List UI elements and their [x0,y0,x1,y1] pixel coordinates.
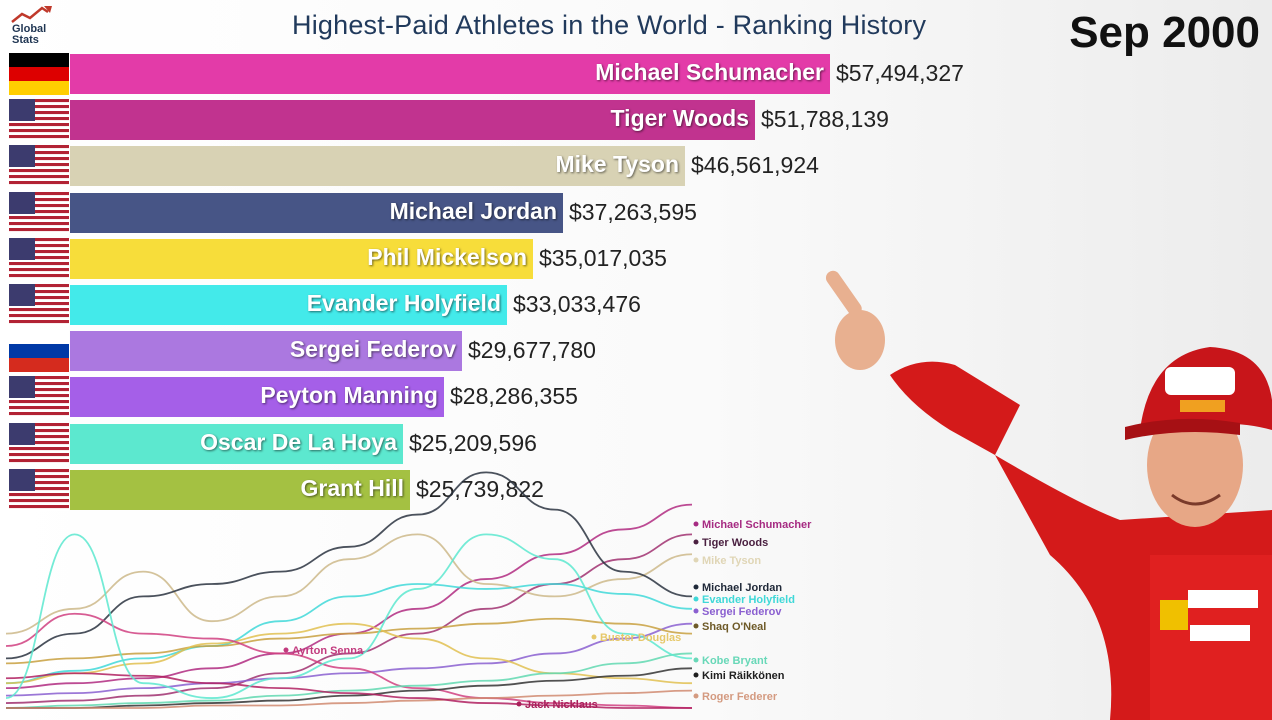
athlete-photo [825,270,1272,720]
history-line-label: Michael Jordan [702,582,782,594]
trend-arrow-icon [11,6,52,23]
bar-2: Tiger Woods [70,100,755,141]
history-endpoint-dot [591,634,597,640]
bar-value-label: $46,561,924 [691,152,819,179]
cap-logo [1165,367,1235,395]
history-line [5,612,693,709]
history-line-label: Jack Nicklaus [525,699,598,711]
bar-label: Peyton Manning [260,382,438,409]
history-line [5,533,693,699]
bar-value-label: $28,286,355 [450,383,578,410]
history-endpoint-dot [693,596,699,602]
history-line [5,667,693,709]
chart-title: Highest-Paid Athletes in the World - Ran… [292,10,927,40]
bar-4: Michael Jordan [70,192,563,233]
bar-value-label: $33,033,476 [513,291,641,317]
flag-usa-icon [9,191,69,234]
cap-badge [1180,400,1225,412]
raised-arm [890,361,1020,455]
flag-usa-icon [9,284,69,326]
history-endpoint-dot [516,701,522,707]
bar-value-label: $29,677,780 [468,337,596,364]
logo-text: Global Stats [12,24,46,46]
bar-label: Phil Mickelson [367,243,527,270]
history-line-label: Buster Douglas [600,632,681,644]
bar-1: Michael Schumacher [70,54,830,94]
bar-value-label: $37,263,595 [569,198,697,225]
bar-value-label: $35,017,035 [539,244,667,271]
cap-brim [1125,418,1240,440]
history-line [5,652,693,709]
bar-5: Phil Mickelson [70,238,533,279]
history-endpoint-dot [283,647,289,653]
bar-label: Sergei Federov [289,336,456,363]
bar-3: Mike Tyson [70,146,685,187]
history-line [5,471,693,660]
logo-line-1: Global [12,23,47,35]
history-endpoint-dot [693,608,699,614]
history-line [5,689,693,709]
history-endpoint-dot [693,539,699,545]
history-line [5,583,693,685]
history-line-label: Kimi Räikkönen [702,670,785,682]
smile [1171,493,1221,506]
history-line [5,533,693,704]
flag-germany-icon [9,53,69,95]
hand [835,310,885,370]
history-line-label: Tiger Woods [702,537,768,549]
history-endpoint-dot [693,557,699,563]
logo-line-2: Stats [12,34,39,46]
history-line-label: Roger Federer [702,691,778,703]
sponsor-patch-1 [1188,590,1258,608]
history-line-label: Evander Holyfield [702,594,795,606]
bar-7: Sergei Federov [70,331,462,372]
bar-label: Mike Tyson [555,151,679,178]
pointing-finger [825,270,862,316]
bar-label: Michael Jordan [389,197,557,224]
history-line [5,622,693,697]
flag-usa-icon [9,145,69,188]
history-line-label: Kobe Bryant [702,655,768,667]
bar-label: Tiger Woods [610,105,749,132]
global-stats-logo: Global Stats [8,4,60,48]
history-endpoint-dot [693,672,699,678]
bar-6: Evander Holyfield [70,285,507,325]
flag-usa-icon [9,237,69,280]
history-endpoint-dot [693,584,699,590]
history-line [5,672,692,709]
history-endpoint-dot [693,657,699,663]
bar-value-label: $57,494,327 [836,60,964,86]
bar-value-label: $51,788,139 [761,106,889,133]
flag-usa-icon [9,99,69,142]
bar-label: Evander Holyfield [306,290,501,316]
sponsor-patch-3 [1190,625,1250,641]
history-line-label: Shaq O'Neal [702,621,766,633]
history-line-chart: Michael Schumacher Tiger Woods Mike Tyson M… [5,471,812,711]
flag-usa-icon [9,376,69,419]
history-endpoint-dot [693,521,699,527]
sponsor-patch-2 [1160,600,1188,630]
bar-8: Peyton Manning [70,377,444,418]
history-line-label: Mike Tyson [702,555,761,567]
flag-russia-icon [9,330,69,373]
history-endpoint-dot [693,693,699,699]
period-label: Sep 2000 [1069,8,1260,57]
history-line [5,533,693,635]
bar-label: Michael Schumacher [595,59,824,85]
history-endpoint-dot [693,623,699,629]
history-line-label: Sergei Federov [702,606,782,618]
history-line-label: Michael Schumacher [702,519,812,531]
history-line-label: Ayrton Senna [292,645,364,657]
